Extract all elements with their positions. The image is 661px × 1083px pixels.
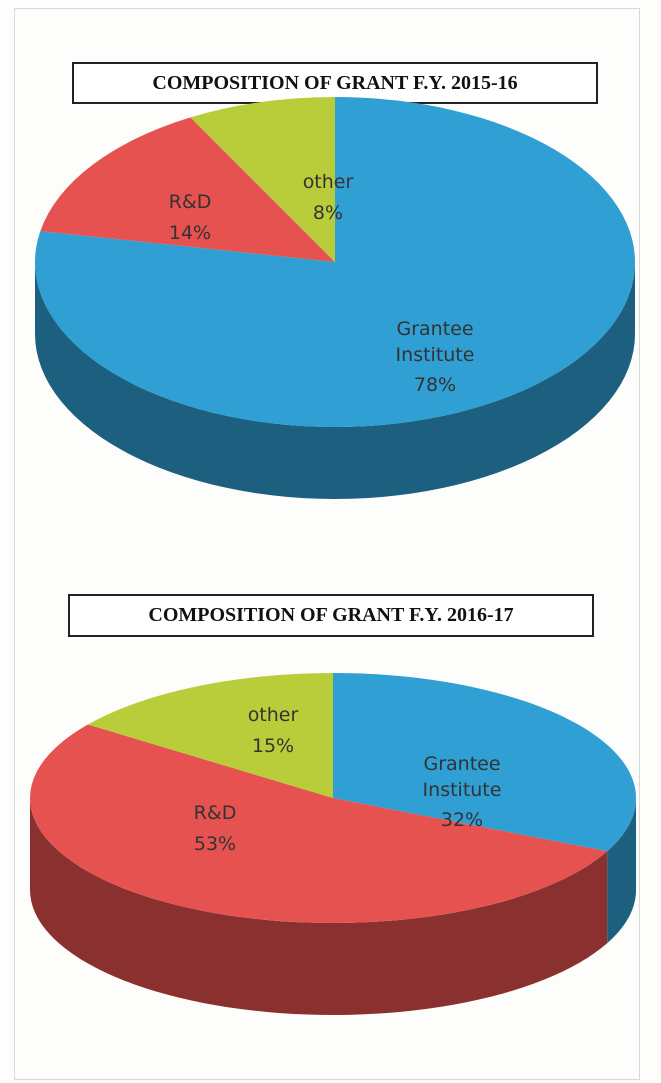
slice-value-label: 8% [312,202,344,224]
pie-slice [40,117,336,263]
slice-value-label: 32% [440,809,484,831]
pie-slice [190,97,335,262]
pie-slice [30,724,608,923]
pie-side [607,798,636,944]
card [14,8,640,1080]
slice-value-label: 78% [413,374,457,396]
chart-title: COMPOSITION OF GRANT F.Y. 2016-17 [68,594,594,637]
slice-label: R&D [193,802,237,824]
slice-label: R&D [168,191,212,213]
slice-label: Grantee Institute [395,318,475,366]
slice-value-label: 53% [193,833,237,855]
slice-value-label: 14% [168,222,212,244]
pie-side [35,262,635,499]
slice-label: other [247,704,299,726]
slice-label: Grantee Institute [422,753,502,801]
slice-label: other [302,171,354,193]
pie-slice [87,673,333,798]
pie-side [30,798,608,1015]
slice-value-label: 15% [251,735,295,757]
pie-slice [333,673,636,852]
